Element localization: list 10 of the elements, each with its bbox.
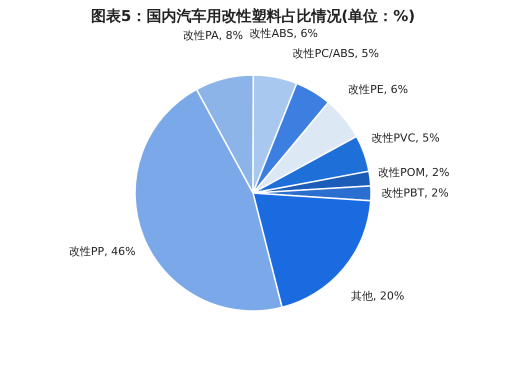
slice-label: 改性POM, 2%: [378, 166, 450, 180]
slice-label: 改性PBT, 2%: [381, 186, 449, 200]
slice-label: 改性PC/ABS, 5%: [292, 46, 379, 60]
slice-label: 改性PP, 46%: [68, 245, 136, 258]
slice-label: 改性PA, 8%: [183, 28, 244, 42]
slice-label: 改性PE, 6%: [348, 83, 408, 96]
slice-label: 其他, 20%: [350, 290, 404, 303]
slice-label: 改性PVC, 5%: [371, 132, 440, 145]
slice-label: 改性ABS, 6%: [250, 26, 318, 40]
chart-title: 图表5：国内汽车用改性塑料占比情况(单位：%): [90, 6, 416, 25]
